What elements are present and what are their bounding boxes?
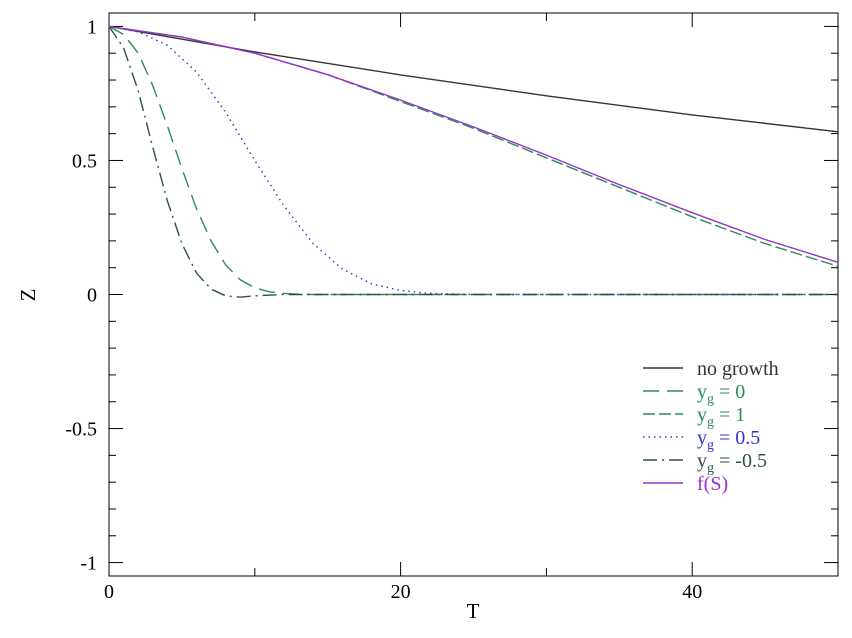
x-tick-label: 20 bbox=[391, 581, 411, 603]
series-line-4 bbox=[108, 26, 838, 298]
x-axis-label: T bbox=[467, 599, 480, 623]
legend-label-rest: = 0 bbox=[714, 381, 745, 403]
legend-label-4: yg = -0.5 bbox=[697, 450, 767, 476]
legend-label-rest: = 1 bbox=[714, 404, 745, 426]
series-line-5 bbox=[108, 25, 839, 263]
legend-label-rest: = 0.5 bbox=[714, 427, 760, 449]
legend-label-text: y bbox=[697, 427, 707, 449]
legend-label-rest: = -0.5 bbox=[714, 450, 767, 472]
series-line-2 bbox=[108, 25, 839, 267]
y-axis-label: Z bbox=[16, 289, 40, 302]
x-tick-label: 0 bbox=[104, 581, 114, 603]
legend-label-text: y bbox=[697, 381, 707, 403]
series-line-1 bbox=[108, 25, 838, 296]
y-tick-label: 0.5 bbox=[72, 150, 97, 172]
legend-label-text: y bbox=[697, 450, 707, 472]
series-line-3 bbox=[108, 25, 838, 296]
x-tick-label: 40 bbox=[682, 581, 702, 603]
legend-label-2: yg = 1 bbox=[697, 404, 745, 430]
legend-label-1: yg = 0 bbox=[697, 381, 745, 407]
legend-label-text: no growth bbox=[697, 358, 779, 380]
legend-label-0: no growth bbox=[697, 358, 779, 380]
series-line-0 bbox=[108, 25, 839, 133]
y-tick-label: 1 bbox=[87, 16, 97, 38]
axis-ticks bbox=[108, 13, 839, 576]
y-tick-label: 0 bbox=[87, 285, 97, 307]
legend-label-3: yg = 0.5 bbox=[697, 427, 760, 453]
series-lines bbox=[108, 25, 839, 298]
legend-label-5: f(S) bbox=[697, 473, 728, 495]
y-tick-label: -1 bbox=[80, 553, 97, 575]
y-tick-label: -0.5 bbox=[65, 419, 97, 441]
legend-label-text: y bbox=[697, 404, 707, 426]
legend-label-subscript: g bbox=[707, 438, 714, 453]
tick-labels: 0 20 40 -1 -0.5 0 0.5 1 bbox=[65, 16, 702, 603]
legend-label-subscript: g bbox=[707, 415, 714, 430]
legend-label-subscript: g bbox=[707, 392, 714, 407]
legend-label-subscript: g bbox=[707, 461, 714, 476]
legend-label-text: f(S) bbox=[697, 473, 728, 495]
